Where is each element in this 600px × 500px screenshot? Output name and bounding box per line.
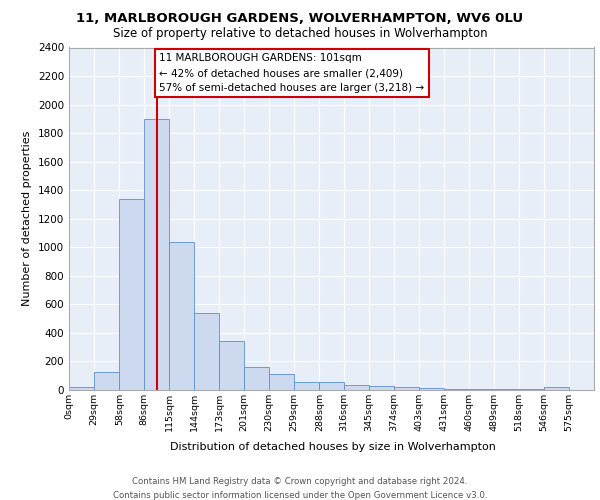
Bar [244,367,269,390]
Bar [220,342,244,390]
Text: 11 MARLBOROUGH GARDENS: 101sqm
← 42% of detached houses are smaller (2,409)
57% : 11 MARLBOROUGH GARDENS: 101sqm ← 42% of … [160,53,425,93]
Bar [294,382,319,390]
Bar [394,387,419,390]
Bar [94,372,119,390]
Bar [419,388,443,390]
Text: 11, MARLBOROUGH GARDENS, WOLVERHAMPTON, WV6 0LU: 11, MARLBOROUGH GARDENS, WOLVERHAMPTON, … [76,12,524,26]
Text: Contains HM Land Registry data © Crown copyright and database right 2024.: Contains HM Land Registry data © Crown c… [132,478,468,486]
Bar [69,387,94,390]
Bar [369,386,394,390]
Bar [144,119,169,390]
Text: Contains public sector information licensed under the Open Government Licence v3: Contains public sector information licen… [113,491,487,500]
Bar [344,385,369,390]
Bar [194,313,220,390]
Bar [169,242,194,390]
Bar [319,382,344,390]
Bar [544,387,569,390]
Text: Distribution of detached houses by size in Wolverhampton: Distribution of detached houses by size … [170,442,496,452]
Text: Size of property relative to detached houses in Wolverhampton: Size of property relative to detached ho… [113,28,487,40]
Bar [269,374,294,390]
Bar [119,199,144,390]
Y-axis label: Number of detached properties: Number of detached properties [22,131,32,306]
